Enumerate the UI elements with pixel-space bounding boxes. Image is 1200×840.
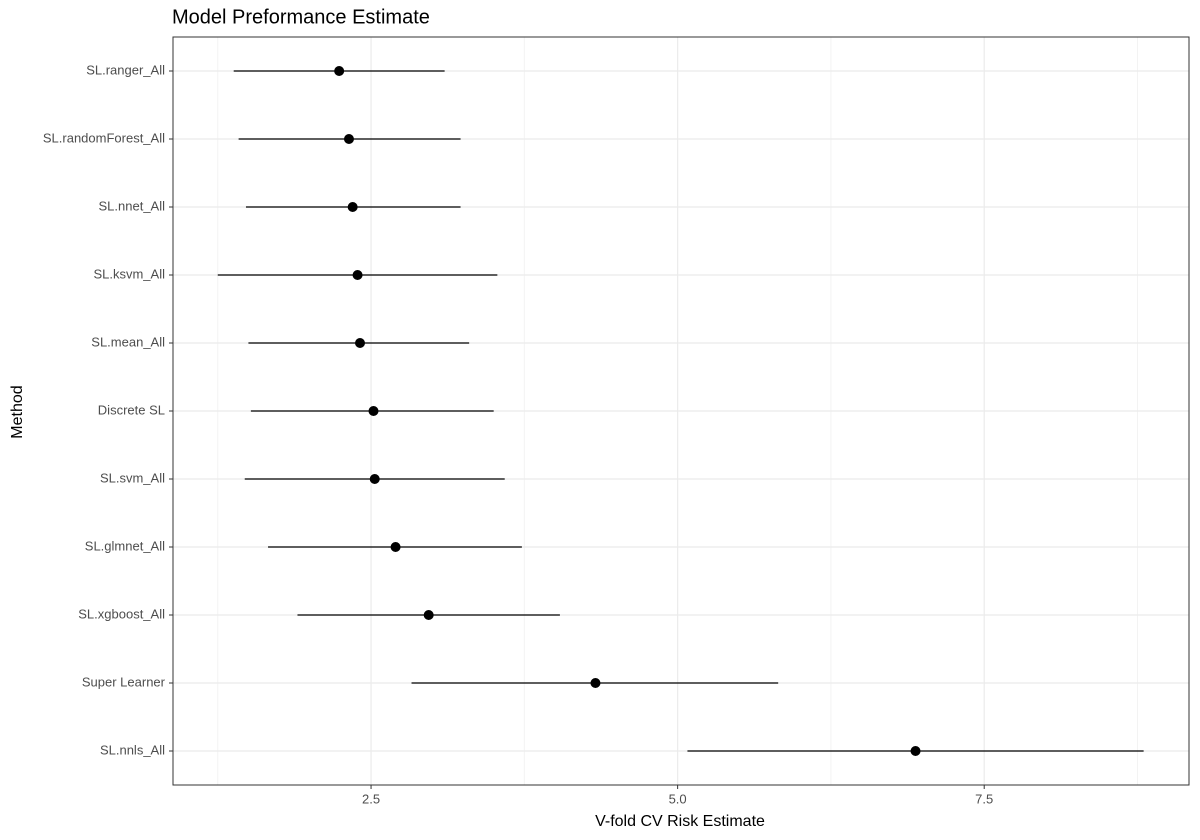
y-tick-label: SL.mean_All	[91, 334, 165, 349]
point	[343, 134, 354, 144]
point	[390, 542, 401, 552]
y-tick-label: SL.svm_All	[100, 470, 165, 485]
point	[910, 746, 921, 756]
point	[355, 338, 366, 348]
y-tick-label: SL.randomForest_All	[43, 130, 165, 145]
point	[352, 270, 363, 280]
y-tick-label: SL.ranger_All	[86, 62, 165, 77]
y-tick-label: SL.nnet_All	[99, 198, 166, 213]
point	[590, 678, 601, 688]
point	[334, 66, 345, 76]
y-tick-label: SL.ksvm_All	[93, 266, 165, 281]
chart-title: Model Preformance Estimate	[172, 6, 430, 28]
x-tick-label: 7.5	[975, 791, 993, 806]
y-tick-label: SL.nnls_All	[100, 742, 165, 757]
x-axis-label: V-fold CV Risk Estimate	[595, 813, 765, 830]
y-tick-label: Discrete SL	[98, 402, 165, 417]
point	[368, 406, 379, 416]
x-tick-label: 5.0	[669, 791, 687, 806]
panel-border	[172, 36, 1190, 786]
point	[423, 610, 434, 620]
y-axis-label: Method	[9, 385, 26, 438]
point	[347, 202, 358, 212]
point	[369, 474, 380, 484]
y-tick-label: SL.xgboost_All	[78, 606, 165, 621]
x-tick-label: 2.5	[362, 791, 380, 806]
y-tick-label: Super Learner	[82, 674, 166, 689]
y-tick-label: SL.glmnet_All	[85, 538, 165, 553]
